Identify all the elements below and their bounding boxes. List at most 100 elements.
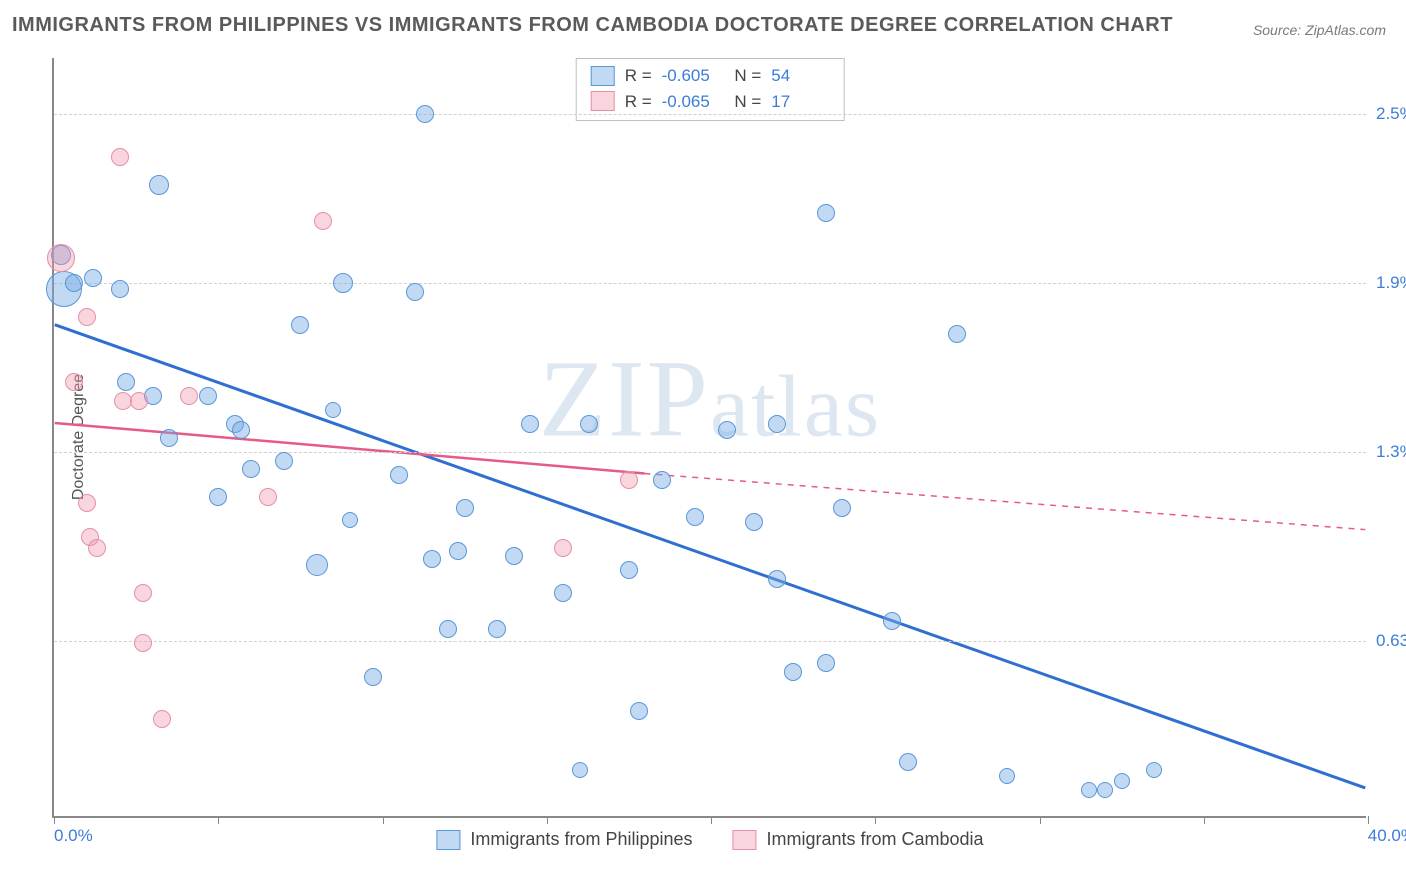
legend-item: Immigrants from Philippines <box>436 829 692 850</box>
legend-swatch <box>436 830 460 850</box>
data-point <box>718 421 736 439</box>
data-point <box>160 429 178 447</box>
data-point <box>65 373 83 391</box>
legend-row: R = -0.605 N = 54 <box>591 63 830 89</box>
data-point <box>784 663 802 681</box>
x-tick <box>1368 816 1369 824</box>
data-point <box>948 325 966 343</box>
legend-series-name: Immigrants from Philippines <box>470 829 692 850</box>
data-point <box>572 762 588 778</box>
y-tick-label: 1.9% <box>1376 273 1406 293</box>
chart-title: IMMIGRANTS FROM PHILIPPINES VS IMMIGRANT… <box>12 14 1173 37</box>
data-point <box>65 274 83 292</box>
data-point <box>342 512 358 528</box>
legend-series-name: Immigrants from Cambodia <box>767 829 984 850</box>
data-point <box>325 402 341 418</box>
data-point <box>333 273 353 293</box>
x-tick <box>54 816 55 824</box>
data-point <box>306 554 328 576</box>
data-point <box>817 204 835 222</box>
data-point <box>1081 782 1097 798</box>
data-point <box>488 620 506 638</box>
x-axis-min-label: 0.0% <box>54 826 93 846</box>
data-point <box>999 768 1015 784</box>
data-point <box>817 654 835 672</box>
data-point <box>232 421 250 439</box>
data-point <box>117 373 135 391</box>
data-point <box>620 561 638 579</box>
data-point <box>686 508 704 526</box>
data-point <box>130 392 148 410</box>
legend-swatch <box>591 91 615 111</box>
data-point <box>134 584 152 602</box>
data-point <box>899 753 917 771</box>
data-point <box>833 499 851 517</box>
data-point <box>78 494 96 512</box>
gridline <box>54 452 1366 453</box>
data-point <box>423 550 441 568</box>
data-point <box>439 620 457 638</box>
data-point <box>768 415 786 433</box>
data-point <box>449 542 467 560</box>
data-point <box>134 634 152 652</box>
data-point <box>416 105 434 123</box>
data-point <box>84 269 102 287</box>
data-point <box>406 283 424 301</box>
source-attribution: Source: ZipAtlas.com <box>1253 22 1386 38</box>
data-point <box>456 499 474 517</box>
data-point <box>199 387 217 405</box>
data-point <box>111 280 129 298</box>
data-point <box>114 392 132 410</box>
series-legend: Immigrants from Philippines Immigrants fr… <box>436 829 983 850</box>
data-point <box>314 212 332 230</box>
data-point <box>554 539 572 557</box>
legend-n-value: 17 <box>771 89 829 115</box>
x-tick <box>383 816 384 824</box>
data-point <box>180 387 198 405</box>
trend-lines <box>54 58 1366 816</box>
data-point <box>554 584 572 602</box>
data-point <box>883 612 901 630</box>
x-tick <box>218 816 219 824</box>
data-point <box>745 513 763 531</box>
legend-item: Immigrants from Cambodia <box>733 829 984 850</box>
trend-line <box>55 423 645 474</box>
data-point <box>209 488 227 506</box>
legend-swatch <box>733 830 757 850</box>
y-tick-label: 2.5% <box>1376 104 1406 124</box>
data-point <box>149 175 169 195</box>
data-point <box>630 702 648 720</box>
data-point <box>88 539 106 557</box>
data-point <box>521 415 539 433</box>
data-point <box>1146 762 1162 778</box>
data-point <box>153 710 171 728</box>
data-point <box>111 148 129 166</box>
data-point <box>78 308 96 326</box>
x-tick <box>547 816 548 824</box>
data-point <box>242 460 260 478</box>
legend-r-label: R = <box>625 89 652 115</box>
scatter-plot: ZIPatlas Doctorate Degree R =-0.605 N =5… <box>52 58 1366 818</box>
data-point <box>47 244 75 272</box>
legend-r-value: -0.605 <box>662 63 720 89</box>
legend-n-label: N = <box>730 63 762 89</box>
data-point <box>653 471 671 489</box>
data-point <box>1114 773 1130 789</box>
correlation-legend: R = -0.605 N = 54 R = -0.065 N = 17 <box>576 58 845 121</box>
y-tick-label: 0.63% <box>1376 631 1406 651</box>
data-point <box>259 488 277 506</box>
gridline <box>54 641 1366 642</box>
legend-r-label: R = <box>625 63 652 89</box>
data-point <box>291 316 309 334</box>
x-tick <box>875 816 876 824</box>
legend-n-label: N = <box>730 89 762 115</box>
legend-r-value: -0.065 <box>662 89 720 115</box>
x-tick <box>711 816 712 824</box>
data-point <box>275 452 293 470</box>
data-point <box>390 466 408 484</box>
legend-n-value: 54 <box>771 63 829 89</box>
legend-row: R = -0.065 N = 17 <box>591 89 830 115</box>
y-tick-label: 1.3% <box>1376 442 1406 462</box>
data-point <box>364 668 382 686</box>
x-tick <box>1040 816 1041 824</box>
